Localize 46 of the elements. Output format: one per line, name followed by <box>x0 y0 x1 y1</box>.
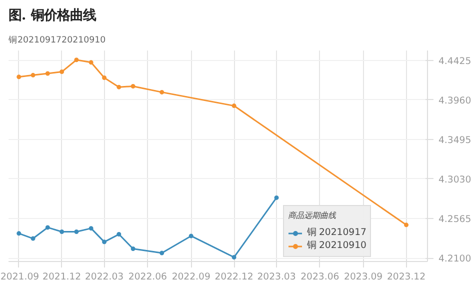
point <box>102 75 107 80</box>
x-tick-label: 2022.12 <box>214 272 254 282</box>
point <box>88 60 94 65</box>
point <box>102 240 107 244</box>
point <box>404 222 409 228</box>
y-tick-label: 4.3495 <box>438 134 472 146</box>
x-tick-label: 2023.03 <box>257 272 296 282</box>
point <box>232 104 236 108</box>
x-tick-label: 2021.09 <box>0 272 40 282</box>
point <box>45 225 50 230</box>
point <box>130 246 136 251</box>
legend-title: 商品远期曲线 <box>288 210 338 221</box>
chart-title: 图. 铜价格曲线 <box>8 8 96 24</box>
y-tick-label: 4.4425 <box>438 56 472 67</box>
x-tick-label: 2022.06 <box>128 272 168 282</box>
point <box>60 70 64 74</box>
x-tick-label: 2021.12 <box>42 272 82 282</box>
point <box>74 229 79 234</box>
x-tick-label: 2023.09 <box>344 272 383 282</box>
legend-label: 铜 20210917 <box>307 226 366 239</box>
point <box>16 74 22 80</box>
point <box>116 84 122 90</box>
point <box>160 250 164 256</box>
point <box>16 231 22 236</box>
legend-label: 铜 20210910 <box>307 239 366 252</box>
point <box>88 226 94 231</box>
point <box>74 58 79 62</box>
point <box>232 255 236 260</box>
point <box>30 72 36 78</box>
x-tick-label: 2023.12 <box>386 272 426 282</box>
y-tick-label: 4.2100 <box>438 254 472 265</box>
point <box>188 234 194 238</box>
x-tick-label: 2023.06 <box>300 272 340 282</box>
x-tick-label: 2022.03 <box>85 272 124 282</box>
point <box>130 84 136 88</box>
x-tick-label: 2022.09 <box>172 272 210 282</box>
point <box>60 229 64 234</box>
point <box>30 236 36 241</box>
y-tick-label: 4.3960 <box>438 95 472 106</box>
point <box>274 195 279 200</box>
point <box>116 232 122 237</box>
y-tick-label: 4.3030 <box>438 174 472 186</box>
point <box>45 71 50 76</box>
y-tick-label: 4.2565 <box>438 214 472 226</box>
text: 铜2021091720210910 <box>8 34 106 46</box>
point <box>160 90 164 94</box>
